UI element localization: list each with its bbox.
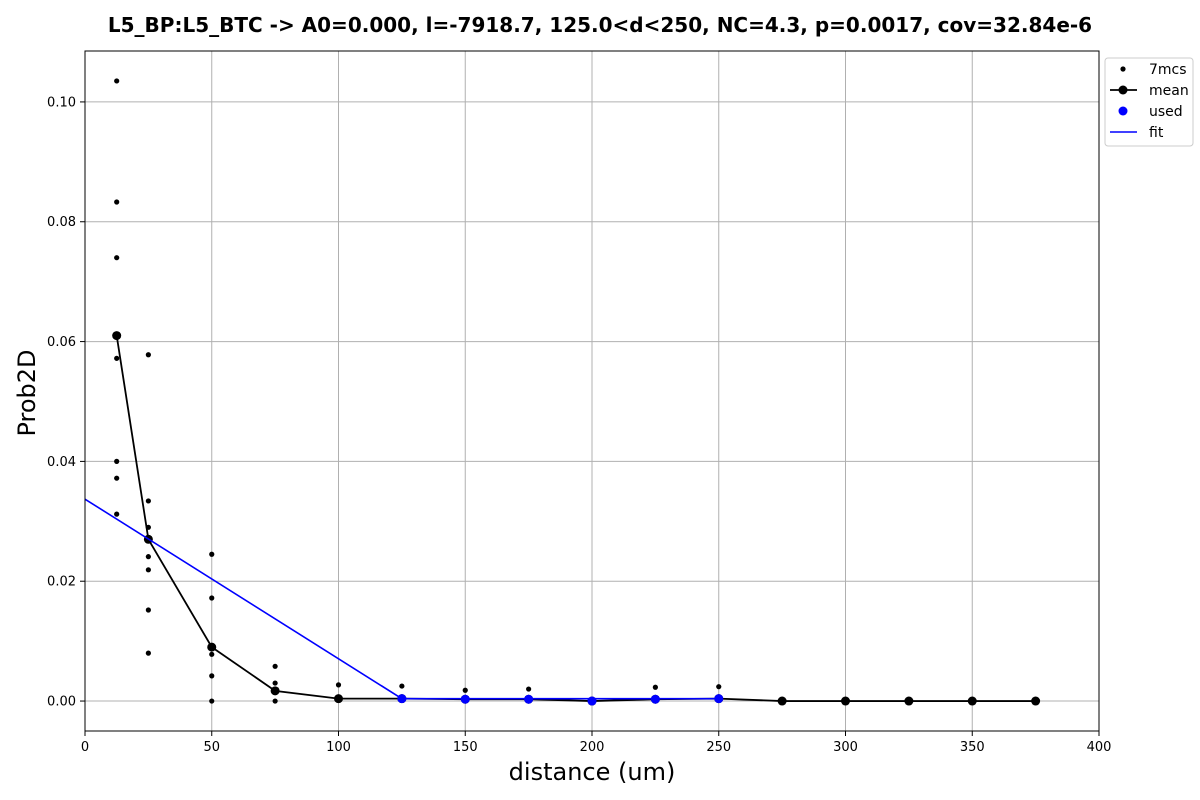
x-tick-label: 50 [203, 740, 220, 755]
y-axis-label: Prob2D [13, 349, 41, 436]
point-7mcs [114, 458, 120, 464]
point-7mcs [114, 475, 120, 481]
x-tick-label: 150 [453, 740, 478, 755]
point-mean [270, 686, 280, 696]
point-mean [967, 696, 977, 706]
legend-label: 7mcs [1149, 62, 1187, 78]
line-mean [115, 335, 1036, 702]
legend-marker-mean [1118, 85, 1128, 95]
y-tick-label: 0.02 [47, 575, 76, 590]
x-tick-label: 350 [960, 740, 985, 755]
point-mean [904, 696, 914, 706]
x-tick-label: 300 [833, 740, 858, 755]
x-tick-label: 400 [1087, 740, 1112, 755]
x-axis-ticks: 0 50 100 150 200 250 300 350 400 [81, 731, 1112, 755]
point-7mcs [114, 199, 120, 205]
legend: 7mcs mean used fit [1104, 57, 1194, 147]
point-7mcs [209, 651, 215, 657]
x-tick-label: 0 [81, 740, 89, 755]
point-7mcs [145, 650, 151, 656]
legend-label: fit [1149, 125, 1164, 141]
point-mean [207, 642, 217, 652]
point-7mcs [272, 698, 278, 704]
point-7mcs [145, 498, 151, 504]
point-7mcs [145, 607, 151, 613]
line-fit [84, 498, 719, 700]
point-7mcs [209, 673, 215, 679]
point-7mcs [145, 554, 151, 560]
legend-label: mean [1149, 83, 1189, 99]
point-7mcs [209, 595, 215, 601]
point-mean [841, 696, 850, 706]
y-tick-label: 0.04 [47, 455, 76, 470]
grid-lines [84, 51, 1100, 731]
y-axis-ticks: 0.00 0.02 0.04 0.06 0.08 0.10 [47, 95, 85, 710]
y-tick-label: 0.06 [47, 335, 76, 350]
point-7mcs [462, 687, 468, 693]
point-mean [112, 331, 122, 341]
point-mean [1031, 696, 1041, 706]
point-7mcs [114, 355, 120, 361]
point-7mcs [272, 680, 278, 686]
point-7mcs [399, 683, 405, 689]
point-7mcs [335, 682, 342, 688]
chart-title: L5_BP:L5_BTC -> A0=0.000, l=-7918.7, 125… [108, 13, 1092, 37]
point-mean [777, 696, 787, 706]
point-7mcs [114, 255, 120, 261]
y-tick-label: 0.00 [47, 695, 76, 710]
point-7mcs [209, 551, 215, 557]
point-7mcs [114, 78, 120, 84]
point-7mcs [114, 511, 120, 517]
x-tick-label: 250 [706, 740, 731, 755]
x-axis-label: distance (um) [509, 758, 676, 786]
y-tick-label: 0.08 [47, 215, 76, 230]
y-tick-label: 0.10 [47, 95, 76, 110]
point-7mcs [716, 684, 722, 690]
point-7mcs [652, 684, 658, 690]
legend-marker-7mcs [1120, 66, 1126, 72]
point-7mcs [272, 663, 278, 669]
point-7mcs [145, 567, 151, 573]
legend-marker-used [1118, 106, 1128, 116]
plot-area [84, 78, 1041, 706]
point-7mcs [526, 686, 532, 692]
point-7mcs [209, 698, 215, 704]
legend-box [1104, 57, 1194, 147]
point-mean [334, 694, 343, 704]
point-7mcs [145, 352, 151, 358]
x-tick-label: 100 [326, 740, 351, 755]
legend-label: used [1149, 104, 1183, 120]
x-tick-label: 200 [580, 740, 605, 755]
